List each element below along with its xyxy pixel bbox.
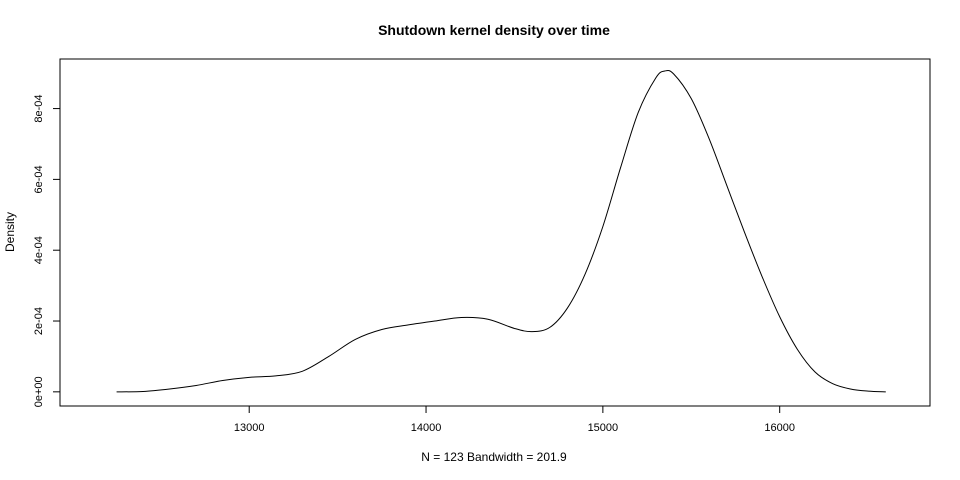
x-tick-label: 14000 — [411, 422, 442, 434]
y-tick-label: 0e+00 — [33, 376, 45, 407]
density-curve — [116, 69, 886, 393]
x-tick-label: 13000 — [234, 422, 265, 434]
x-tick-label: 16000 — [764, 422, 795, 434]
x-tick-label: 15000 — [588, 422, 619, 434]
y-axis: 0e+00 2e-04 4e-04 6e-04 8e-04 — [33, 95, 61, 407]
chart-title: Shutdown kernel density over time — [378, 22, 610, 38]
y-tick-label: 4e-04 — [33, 236, 45, 264]
y-tick-label: 2e-04 — [33, 307, 45, 335]
x-axis-label: N = 123 Bandwidth = 201.9 — [421, 450, 567, 464]
y-axis-label: Density — [3, 212, 17, 252]
x-axis: 13000 14000 15000 16000 — [234, 405, 795, 434]
plot-frame — [59, 58, 931, 407]
y-tick-label: 6e-04 — [33, 165, 45, 193]
y-tick-label: 8e-04 — [33, 95, 45, 123]
